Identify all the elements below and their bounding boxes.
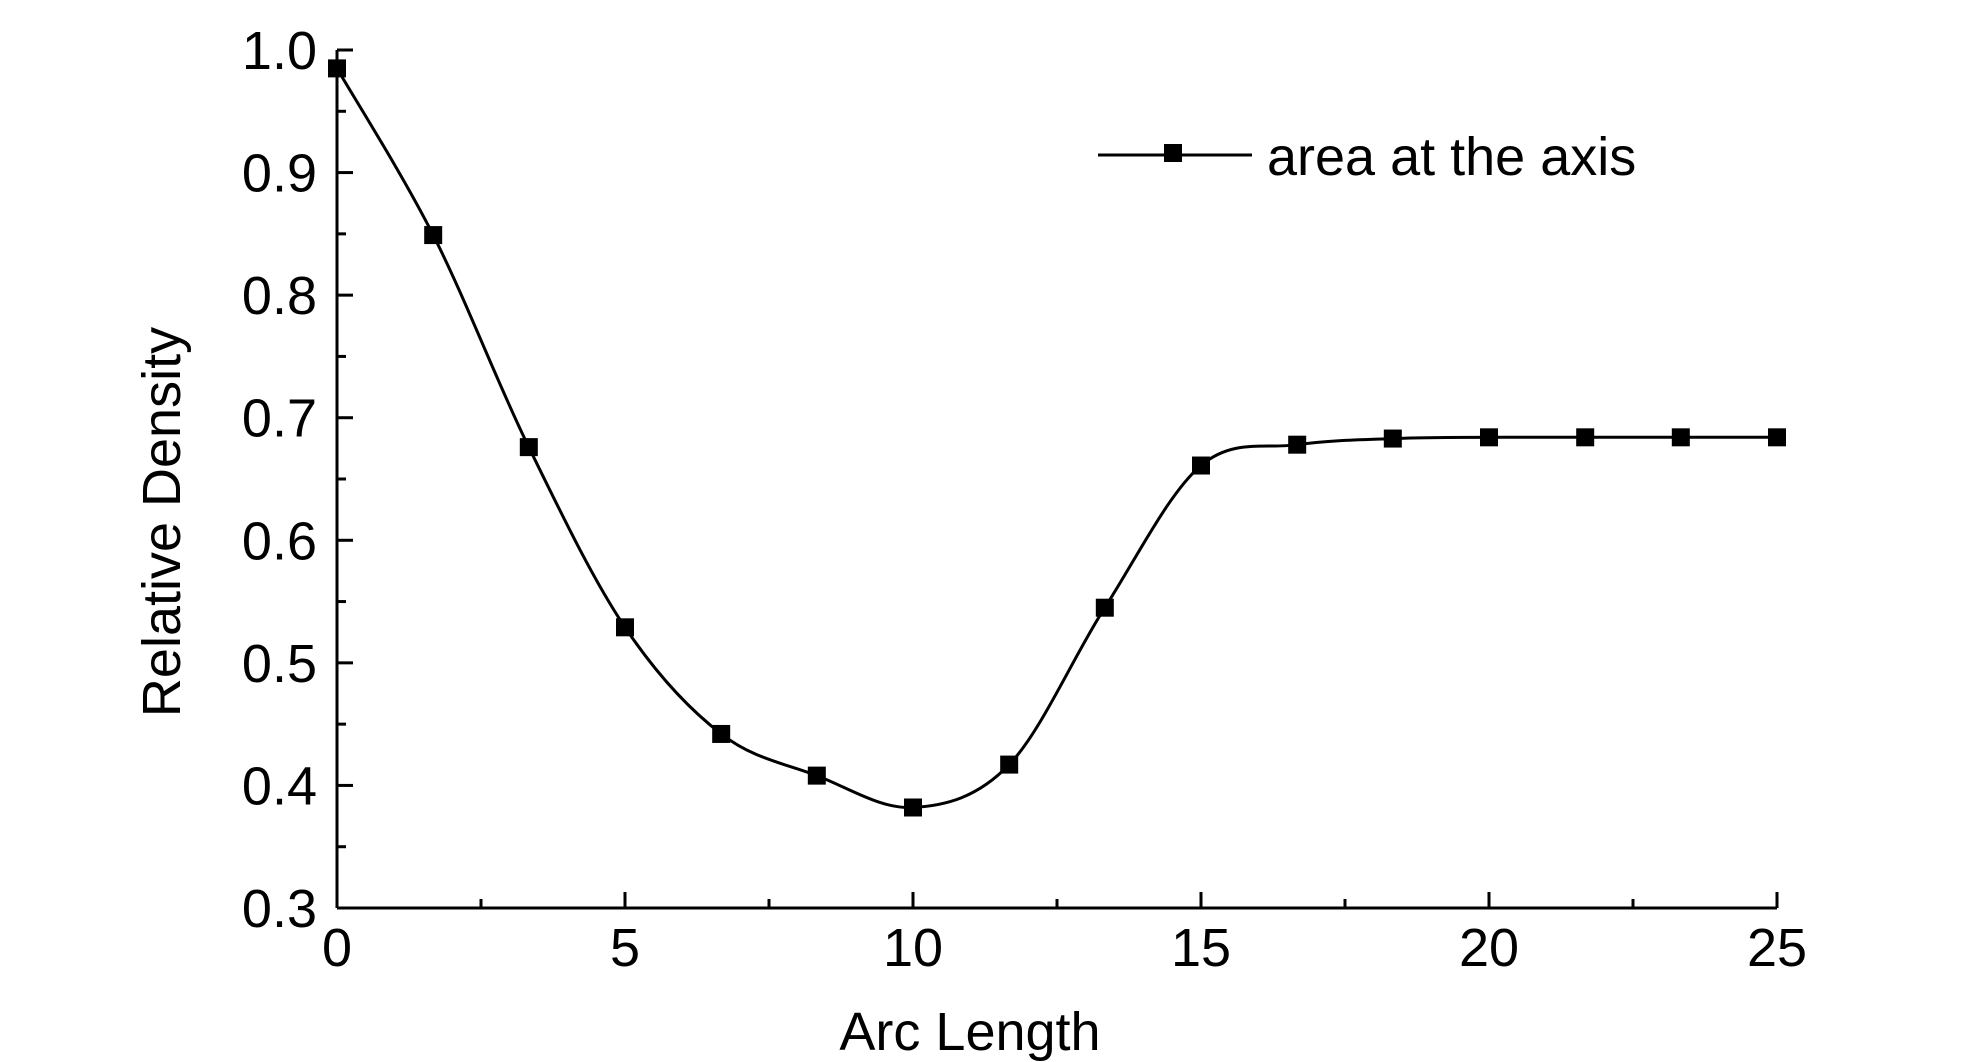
x-tick-label: 15	[1171, 918, 1231, 978]
x-axis-title: Arc Length	[839, 1002, 1100, 1062]
legend-marker	[1164, 144, 1182, 162]
data-point	[1383, 429, 1402, 448]
data-point	[1768, 428, 1786, 447]
data-point	[519, 438, 538, 457]
data-point	[328, 59, 346, 78]
data-point	[424, 226, 443, 245]
data-point	[616, 618, 634, 637]
data-point	[1095, 598, 1114, 617]
data-point	[1288, 435, 1307, 454]
data-point	[712, 724, 731, 743]
y-tick-label: 0.3	[242, 879, 317, 939]
x-tick-label: 5	[610, 918, 640, 978]
data-point	[1480, 428, 1498, 447]
x-tick-label: 25	[1747, 918, 1807, 978]
data-point	[1576, 428, 1595, 447]
y-tick-label: 0.7	[242, 389, 317, 449]
legend-label: area at the axis	[1267, 127, 1636, 187]
y-tick-label: 0.5	[242, 634, 317, 694]
y-axis-title: Relative Density	[132, 327, 192, 717]
x-tick-label: 10	[883, 918, 943, 978]
y-tick-label: 1.0	[242, 21, 317, 81]
y-tick-label: 0.9	[242, 144, 317, 204]
y-tick-label: 0.8	[242, 266, 317, 326]
y-tick-label: 0.6	[242, 511, 317, 571]
x-tick-label: 20	[1459, 918, 1519, 978]
data-point	[1671, 428, 1690, 447]
y-tick-label: 0.4	[242, 756, 317, 816]
data-point	[807, 766, 826, 785]
data-point	[904, 798, 922, 817]
legend: area at the axis	[1098, 127, 1636, 187]
ticks: 0 5 10 15 20 25 0.3 0.4 0.5 0.6 0.7 0.8 0.9 1.0	[242, 21, 1807, 978]
x-tick-label: 0	[322, 918, 352, 978]
series-layer	[328, 59, 1786, 817]
data-point	[1192, 456, 1210, 475]
data-point	[1000, 755, 1019, 774]
